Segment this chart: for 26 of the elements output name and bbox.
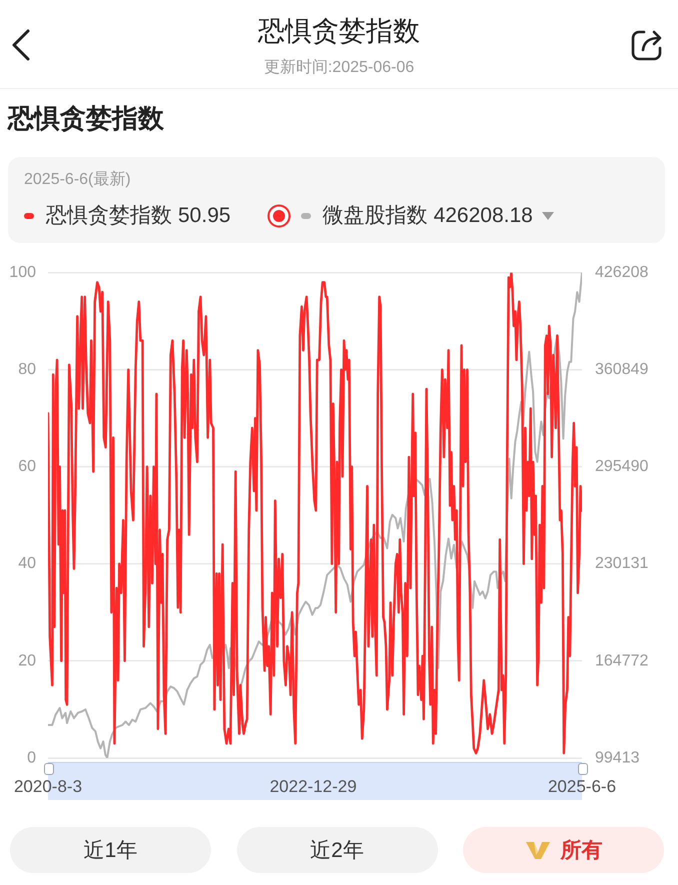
y2-tick-label: 164772 bbox=[595, 652, 648, 670]
range-button[interactable]: 近2年 bbox=[236, 827, 438, 873]
y-tick-label: 80 bbox=[18, 361, 36, 378]
text: 50.95 bbox=[178, 204, 231, 227]
text: 恐惧贪婪指数 bbox=[8, 102, 164, 135]
y-tick-label: 20 bbox=[18, 652, 36, 670]
x-tick-label: 2025-6-6 bbox=[548, 776, 616, 796]
x-tick-label: 2020-8-3 bbox=[14, 776, 82, 796]
range-button[interactable]: 所有 bbox=[463, 827, 664, 873]
y-tick-label: 40 bbox=[18, 555, 36, 572]
y-tick-label: 0 bbox=[27, 749, 36, 766]
y2-tick-label: 230131 bbox=[595, 555, 648, 572]
legend-label: 恐惧贪婪指数 bbox=[46, 203, 172, 229]
y-tick-label: 60 bbox=[18, 458, 36, 476]
y-tick-label: 100 bbox=[9, 264, 36, 282]
legend-label: 微盘股指数 bbox=[322, 203, 428, 229]
text: 426208.18 bbox=[434, 204, 533, 227]
range-button[interactable]: 近1年 bbox=[10, 827, 211, 873]
y2-tick-label: 360849 bbox=[595, 361, 648, 378]
text: 2025-6-6(最新) bbox=[24, 171, 131, 188]
y2-tick-label: 295490 bbox=[595, 458, 648, 476]
chart-title: 恐惧贪婪指数 bbox=[256, 15, 421, 48]
y2-tick-label: 426208 bbox=[595, 264, 648, 282]
chart-subtitle: 更新时间:2025-06-06 bbox=[262, 58, 416, 78]
y2-tick-label: 99413 bbox=[595, 749, 640, 766]
x-tick-label: 2022-12-29 bbox=[270, 776, 357, 796]
